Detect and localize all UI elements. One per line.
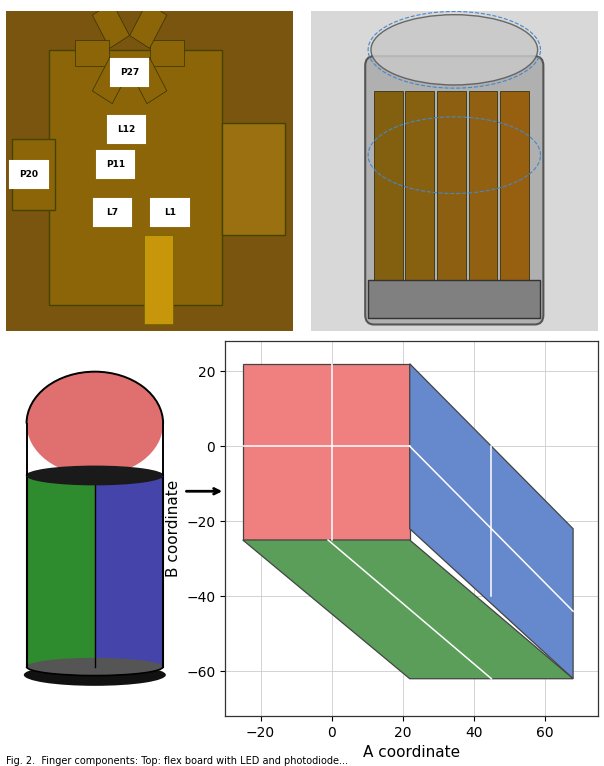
Bar <box>92 57 129 103</box>
Ellipse shape <box>27 658 163 676</box>
Ellipse shape <box>27 466 163 484</box>
Bar <box>12 139 55 210</box>
Bar <box>469 91 497 299</box>
Polygon shape <box>27 476 95 666</box>
Bar <box>374 91 403 299</box>
Text: Fig. 2.  Finger components: Top: flex board with LED and photodiode...: Fig. 2. Finger components: Top: flex boa… <box>6 757 348 766</box>
Bar <box>222 123 284 235</box>
Bar <box>75 41 109 66</box>
FancyBboxPatch shape <box>365 56 544 325</box>
Ellipse shape <box>27 372 163 476</box>
Text: P27: P27 <box>120 67 139 77</box>
Bar <box>111 59 148 86</box>
Ellipse shape <box>371 15 538 85</box>
Bar <box>144 235 173 325</box>
Text: L12: L12 <box>118 125 136 134</box>
Text: L1: L1 <box>164 208 176 218</box>
Bar <box>150 41 184 66</box>
Bar <box>130 2 167 48</box>
Bar <box>151 199 188 226</box>
Ellipse shape <box>26 466 164 486</box>
Text: P11: P11 <box>106 160 125 169</box>
Text: L7: L7 <box>106 208 118 218</box>
Bar <box>130 57 167 103</box>
Bar <box>92 2 129 48</box>
Bar <box>500 91 529 299</box>
Y-axis label: B coordinate: B coordinate <box>165 480 181 578</box>
Bar <box>97 152 134 178</box>
Bar <box>49 50 222 306</box>
Polygon shape <box>243 540 573 679</box>
Polygon shape <box>410 364 573 679</box>
Bar <box>405 91 434 299</box>
Bar <box>94 199 131 226</box>
X-axis label: A coordinate: A coordinate <box>363 745 460 761</box>
Text: P20: P20 <box>19 170 39 179</box>
Bar <box>437 91 466 299</box>
Bar <box>10 161 48 188</box>
Polygon shape <box>95 476 163 666</box>
Bar <box>368 280 541 318</box>
Polygon shape <box>243 364 410 540</box>
Bar <box>108 116 146 143</box>
Ellipse shape <box>24 664 166 686</box>
